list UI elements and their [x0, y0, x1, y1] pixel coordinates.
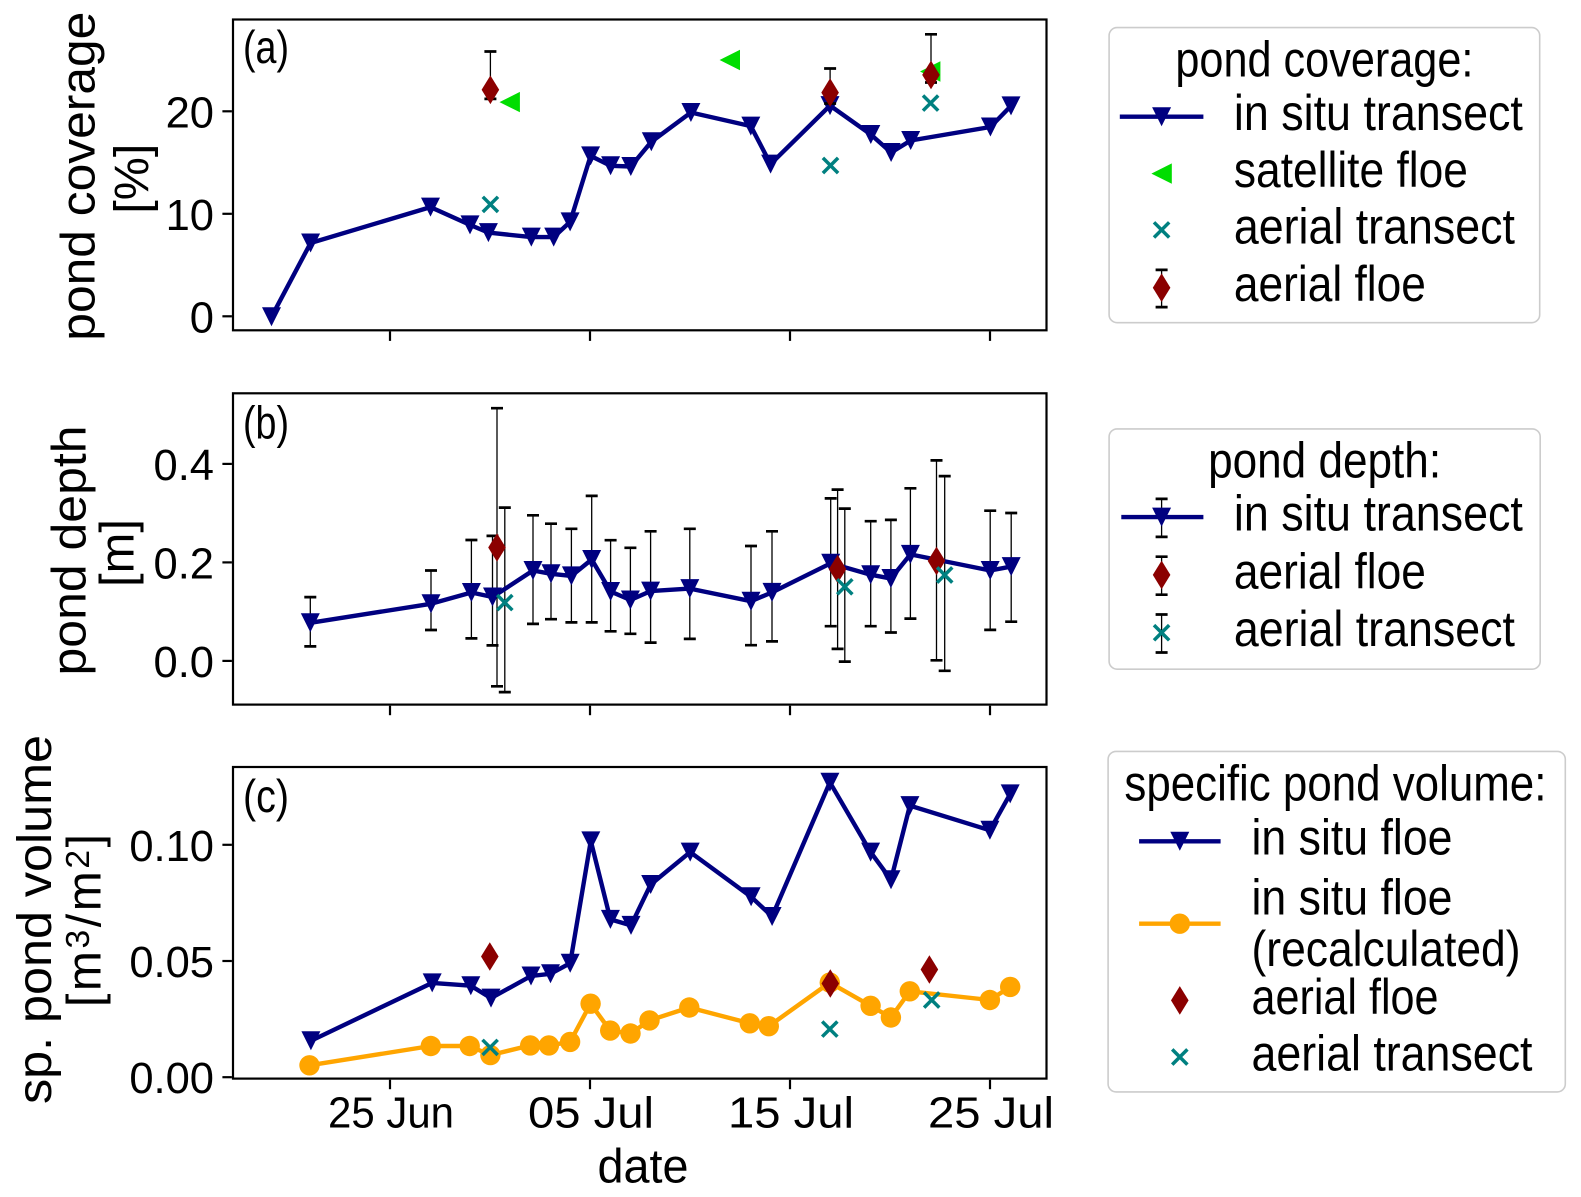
svg-text:in situ transect: in situ transect — [1234, 485, 1523, 542]
svg-text:aerial transect: aerial transect — [1234, 197, 1515, 254]
svg-text:pond coverage:: pond coverage: — [1175, 30, 1473, 87]
svg-text:aerial floe: aerial floe — [1234, 255, 1426, 312]
svg-text:05 Jul: 05 Jul — [528, 1090, 654, 1138]
svg-text:0.00: 0.00 — [129, 1055, 214, 1103]
svg-text:in situ floe: in situ floe — [1252, 869, 1453, 926]
svg-text:in situ floe: in situ floe — [1252, 809, 1453, 866]
svg-text:0.0: 0.0 — [154, 639, 214, 687]
svg-text:0: 0 — [190, 294, 214, 342]
svg-text:15 Jul: 15 Jul — [728, 1090, 854, 1138]
svg-text:10: 10 — [166, 192, 214, 240]
svg-text:(c): (c) — [243, 770, 289, 822]
svg-text:[%]: [%] — [106, 144, 159, 214]
svg-text:date: date — [598, 1141, 689, 1194]
svg-text:specific pond volume:: specific pond volume: — [1124, 754, 1546, 811]
svg-text:aerial floe: aerial floe — [1252, 968, 1439, 1025]
svg-text:0.10: 0.10 — [129, 823, 214, 871]
svg-text:25 Jun: 25 Jun — [328, 1090, 454, 1138]
svg-text:sp. pond volume: sp. pond volume — [9, 735, 62, 1104]
svg-text:25 Jul: 25 Jul — [928, 1090, 1054, 1138]
svg-text:(a): (a) — [243, 21, 289, 73]
svg-text:in situ transect: in situ transect — [1234, 84, 1523, 141]
svg-text:20: 20 — [166, 89, 214, 137]
svg-text:aerial transect: aerial transect — [1252, 1024, 1533, 1081]
svg-text:satellite floe: satellite floe — [1234, 141, 1468, 198]
svg-text:aerial floe: aerial floe — [1234, 542, 1426, 599]
svg-text:0.2: 0.2 — [154, 540, 214, 588]
svg-text:0.05: 0.05 — [129, 939, 214, 987]
svg-text:(recalculated): (recalculated) — [1252, 920, 1521, 977]
svg-text:pond coverage: pond coverage — [53, 12, 106, 341]
svg-text:pond depth: pond depth — [43, 426, 96, 676]
svg-text:pond depth:: pond depth: — [1208, 432, 1441, 489]
svg-text:(b): (b) — [243, 397, 289, 449]
svg-text:aerial transect: aerial transect — [1234, 600, 1515, 657]
svg-text:[m]: [m] — [91, 519, 144, 587]
svg-text:0.4: 0.4 — [154, 442, 214, 490]
